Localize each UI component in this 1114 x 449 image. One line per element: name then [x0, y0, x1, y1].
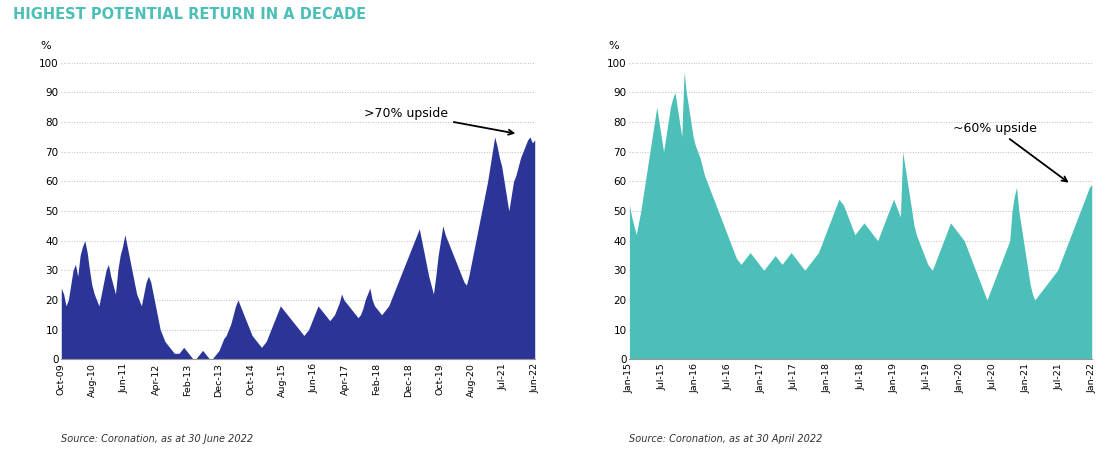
- Text: Source: Coronation, as at 30 June 2022: Source: Coronation, as at 30 June 2022: [61, 434, 253, 444]
- Text: %: %: [40, 41, 50, 51]
- Text: ~60% upside: ~60% upside: [954, 122, 1067, 181]
- Text: %: %: [608, 41, 619, 51]
- Text: >70% upside: >70% upside: [364, 107, 514, 135]
- Text: HIGHEST POTENTIAL RETURN IN A DECADE: HIGHEST POTENTIAL RETURN IN A DECADE: [13, 7, 367, 22]
- Text: Source: Coronation, as at 30 April 2022: Source: Coronation, as at 30 April 2022: [629, 434, 823, 444]
